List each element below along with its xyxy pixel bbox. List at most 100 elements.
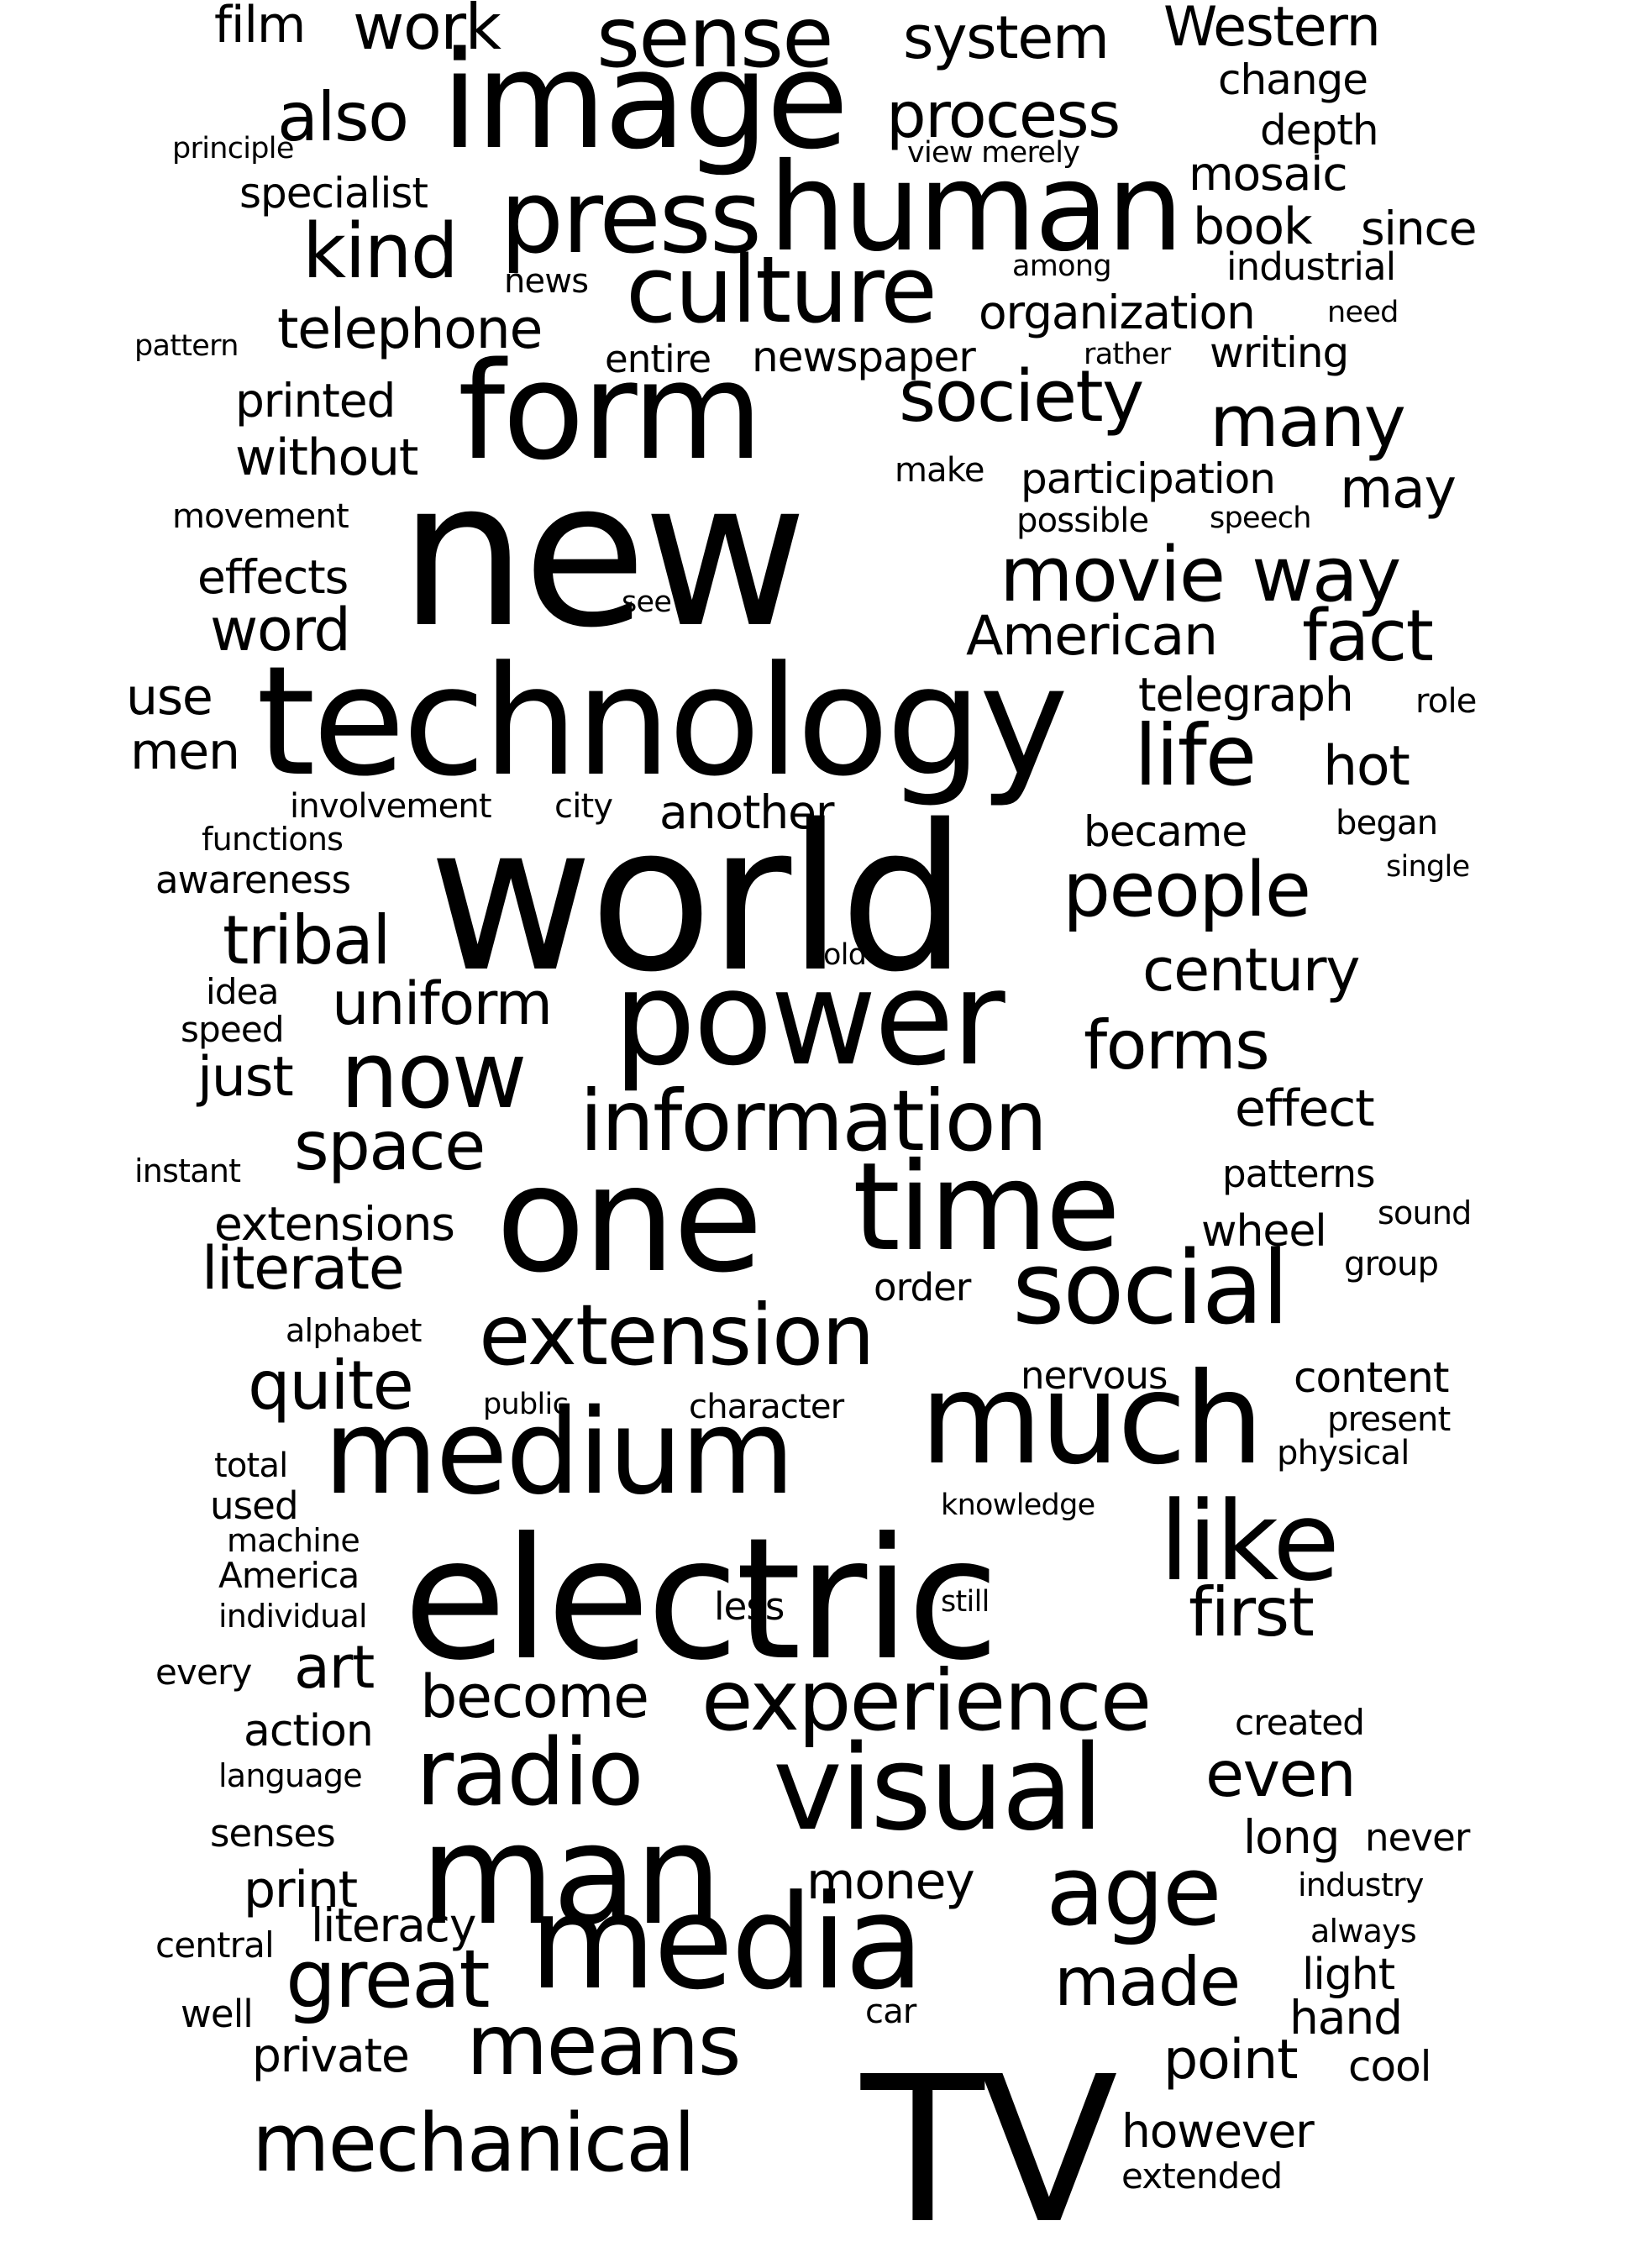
cloud-word: kind <box>302 207 459 296</box>
cloud-word: car <box>865 1992 916 2031</box>
cloud-word: city <box>554 787 613 826</box>
cloud-word: created <box>1235 1702 1365 1743</box>
cloud-word: TV <box>861 2033 1118 2268</box>
cloud-word: used <box>210 1483 299 1528</box>
cloud-word: technology <box>256 634 1068 810</box>
cloud-word: cool <box>1348 2042 1432 2091</box>
cloud-word: hot <box>1323 735 1410 798</box>
cloud-word: work <box>353 0 501 64</box>
cloud-word: speech <box>1210 501 1311 535</box>
cloud-word: literate <box>202 1234 405 1303</box>
cloud-word: social <box>1012 1231 1289 1347</box>
cloud-word: forms <box>1084 1006 1270 1084</box>
cloud-word: man <box>420 1794 722 1956</box>
cloud-word: telephone <box>277 298 543 361</box>
cloud-word: action <box>244 1706 374 1756</box>
cloud-word: principle <box>172 132 294 165</box>
cloud-word: entire <box>605 337 711 381</box>
cloud-word: participation <box>1021 454 1276 503</box>
cloud-word: culture <box>626 236 937 344</box>
cloud-word: every <box>155 1651 252 1693</box>
cloud-word: first <box>1189 1573 1315 1651</box>
cloud-word: Western <box>1163 0 1381 59</box>
cloud-word: instant <box>134 1152 241 1189</box>
cloud-word: means <box>466 1996 742 2094</box>
cloud-word: America <box>218 1555 360 1596</box>
cloud-word: another <box>659 785 834 839</box>
cloud-word: began <box>1336 804 1438 843</box>
cloud-word: art <box>294 1633 375 1702</box>
cloud-word: knowledge <box>941 1488 1095 1522</box>
cloud-word: need <box>1327 296 1399 329</box>
cloud-word: present <box>1327 1400 1451 1439</box>
cloud-word: idea <box>206 971 279 1012</box>
cloud-word: old <box>823 938 867 972</box>
cloud-word: wheel <box>1201 1206 1327 1257</box>
cloud-word: individual <box>218 1598 368 1635</box>
cloud-word: medium <box>323 1384 795 1521</box>
cloud-word: much <box>920 1347 1264 1493</box>
cloud-word: speed <box>181 1009 285 1050</box>
cloud-word: without <box>235 428 418 487</box>
cloud-word: made <box>1054 1943 1241 2021</box>
cloud-word: functions <box>202 821 344 858</box>
cloud-word: people <box>1063 846 1311 934</box>
cloud-word: extension <box>479 1286 874 1384</box>
cloud-word: money <box>806 1852 975 1911</box>
cloud-word: rather <box>1084 338 1171 371</box>
cloud-word: image <box>441 22 849 179</box>
cloud-word: light <box>1302 1950 1395 2000</box>
cloud-word: word <box>210 596 351 664</box>
cloud-word: among <box>1012 249 1112 283</box>
cloud-word: alphabet <box>286 1312 422 1349</box>
cloud-word: news <box>504 262 589 301</box>
cloud-word: also <box>277 78 409 156</box>
cloud-word: literacy <box>311 1898 476 1952</box>
cloud-word: fact <box>1302 595 1434 678</box>
cloud-word: movement <box>172 497 349 536</box>
cloud-word: always <box>1310 1913 1417 1950</box>
cloud-word: make <box>895 451 984 490</box>
cloud-word: may <box>1340 458 1457 521</box>
cloud-word: process <box>886 78 1121 152</box>
cloud-word: effect <box>1235 1079 1375 1138</box>
cloud-word: one <box>496 1135 764 1305</box>
cloud-word: senses <box>210 1811 336 1856</box>
cloud-word: order <box>874 1265 971 1310</box>
cloud-word: extensions <box>214 1197 455 1251</box>
cloud-word: involvement <box>290 787 492 826</box>
cloud-word: machine <box>227 1522 360 1559</box>
cloud-word: industry <box>1298 1866 1424 1903</box>
cloud-word: even <box>1205 1737 1357 1811</box>
cloud-word: never <box>1365 1815 1470 1860</box>
cloud-word: movie <box>1000 531 1226 619</box>
cloud-word: form <box>458 333 763 490</box>
cloud-word: public <box>483 1388 569 1421</box>
cloud-word: long <box>1243 1810 1340 1864</box>
cloud-word: way <box>1252 531 1401 619</box>
cloud-word: many <box>1210 381 1406 464</box>
cloud-word: mosaic <box>1189 147 1348 201</box>
cloud-word: nervous <box>1021 1353 1168 1398</box>
cloud-word: life <box>1134 706 1257 805</box>
cloud-word: industrial <box>1226 244 1396 289</box>
cloud-word: became <box>1084 807 1247 856</box>
cloud-word: change <box>1218 55 1368 104</box>
cloud-word: telegraph <box>1138 668 1354 722</box>
cloud-word: well <box>181 1992 254 2036</box>
cloud-word: hand <box>1289 1991 1403 2045</box>
cloud-word: sense <box>596 0 834 87</box>
cloud-word: human <box>769 137 1184 279</box>
cloud-word: just <box>197 1046 294 1109</box>
cloud-word: view merely <box>907 136 1080 170</box>
cloud-word: radio <box>416 1719 644 1826</box>
cloud-word: printed <box>235 374 396 428</box>
cloud-word: patterns <box>1222 1152 1375 1196</box>
cloud-word: possible <box>1016 501 1149 540</box>
cloud-word: role <box>1415 682 1477 721</box>
cloud-word: use <box>126 668 213 727</box>
cloud-word: since <box>1361 202 1477 255</box>
cloud-word: group <box>1344 1245 1439 1284</box>
cloud-word: electric <box>403 1502 1000 1698</box>
